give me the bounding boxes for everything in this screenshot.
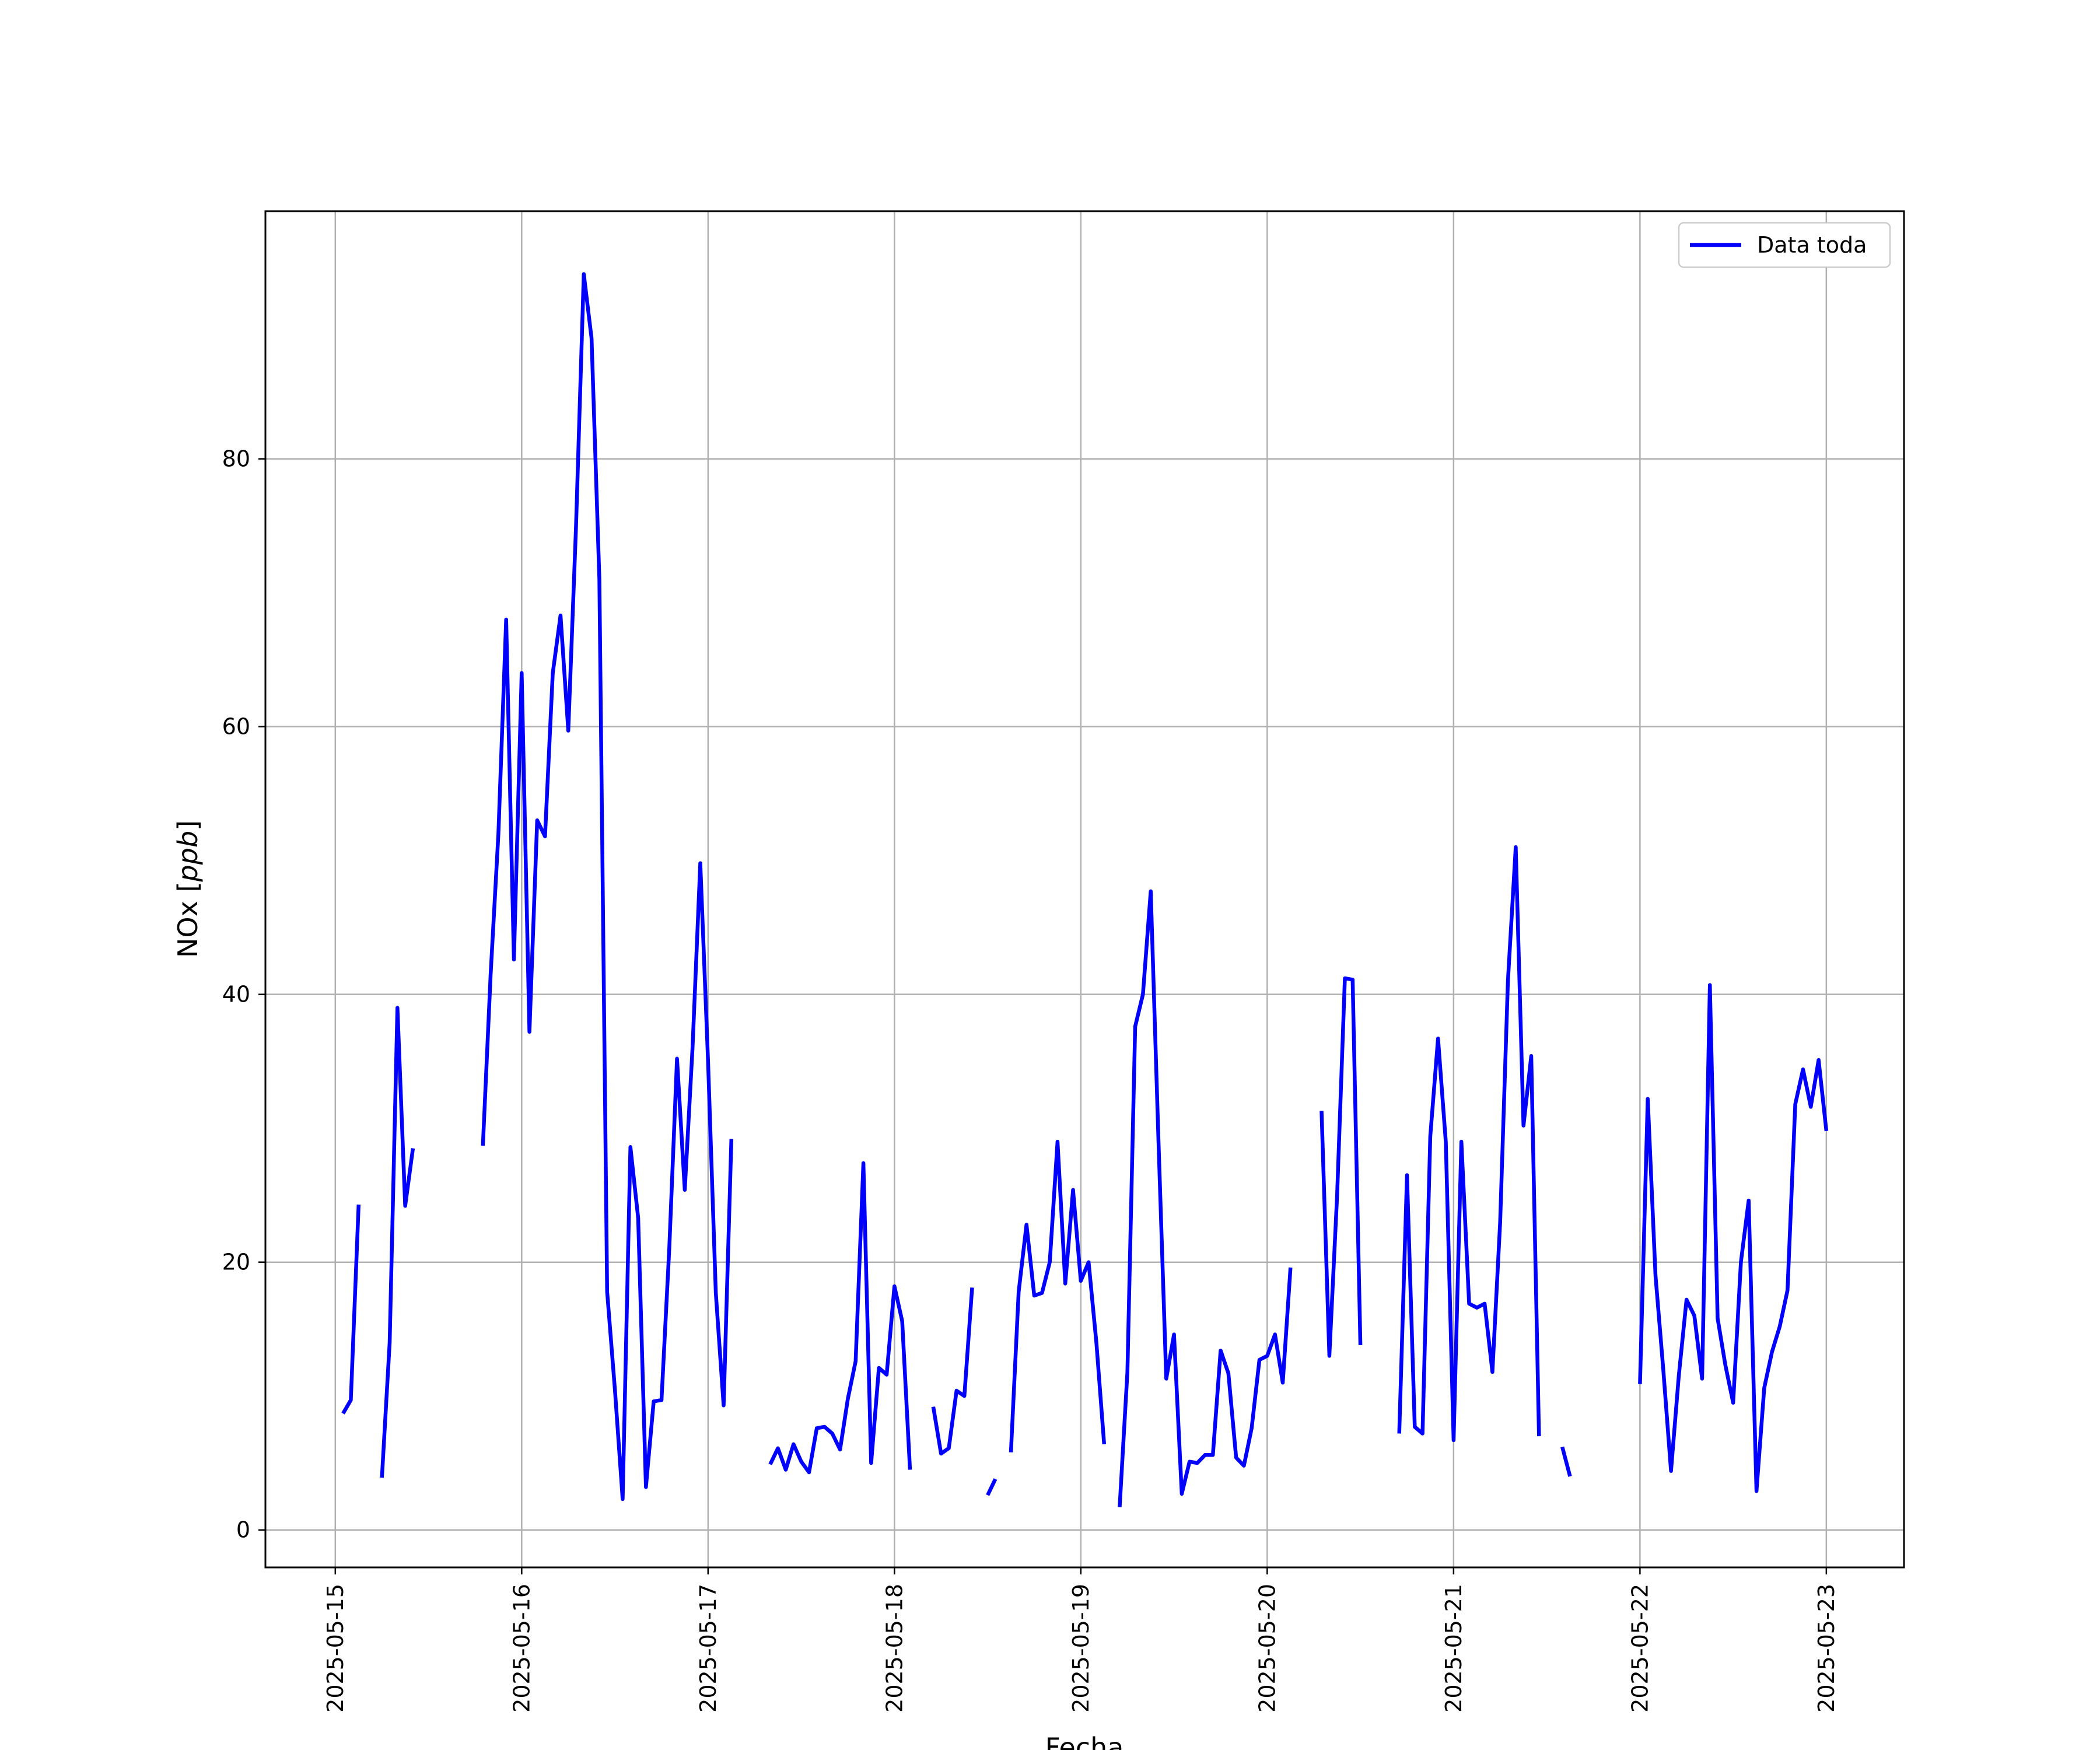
- series-line-segment: [931, 1287, 974, 1456]
- series-line-segment: [1009, 1139, 1107, 1452]
- series-line-segment: [341, 1204, 361, 1415]
- y-axis-label-text: NOx [: [172, 882, 204, 958]
- series-line-segment: [1638, 983, 1829, 1493]
- axis-ticks: 2025-05-15 2025-05-16 2025-05-17 2025-05-18…: [222, 446, 1839, 1713]
- y-tick-label: 40: [222, 982, 250, 1007]
- x-tick-label: 2025-05-17: [695, 1584, 721, 1713]
- series-line-segment: [481, 272, 734, 1502]
- y-axis-label-unit: ppb: [172, 831, 204, 883]
- y-axis-label-close: ]: [172, 820, 204, 831]
- series-line-segment: [1560, 1446, 1572, 1477]
- data-series: [341, 272, 1829, 1507]
- series-line-segment: [986, 1478, 998, 1496]
- series-line-segment: [1118, 889, 1293, 1507]
- x-tick-label: 2025-05-22: [1627, 1584, 1653, 1713]
- x-tick-label: 2025-05-20: [1254, 1584, 1280, 1713]
- grid-lines: [265, 211, 1904, 1567]
- series-line-segment: [380, 1006, 415, 1478]
- plot-frame: [264, 210, 1905, 1569]
- x-tick-label: 2025-05-19: [1068, 1584, 1094, 1713]
- series-line-segment: [1397, 845, 1541, 1443]
- series-line-segment: [768, 1161, 912, 1475]
- y-tick-label: 0: [236, 1517, 250, 1543]
- y-axis-label: NOx [ppb]: [172, 820, 204, 958]
- legend-label: Data toda: [1757, 232, 1867, 258]
- series-line-segment: [1320, 976, 1363, 1358]
- y-tick-label: 20: [222, 1250, 250, 1275]
- x-tick-label: 2025-05-21: [1441, 1584, 1466, 1713]
- y-tick-label: 60: [222, 714, 250, 740]
- x-tick-label: 2025-05-18: [881, 1584, 907, 1713]
- x-tick-label: 2025-05-16: [509, 1584, 534, 1713]
- x-axis-label: Fecha: [1045, 1732, 1124, 1750]
- y-tick-label: 80: [222, 446, 250, 472]
- x-tick-label: 2025-05-23: [1814, 1584, 1839, 1713]
- legend-box: [1678, 222, 1891, 268]
- x-tick-label: 2025-05-15: [323, 1584, 348, 1713]
- legend: Data toda: [1678, 222, 1891, 268]
